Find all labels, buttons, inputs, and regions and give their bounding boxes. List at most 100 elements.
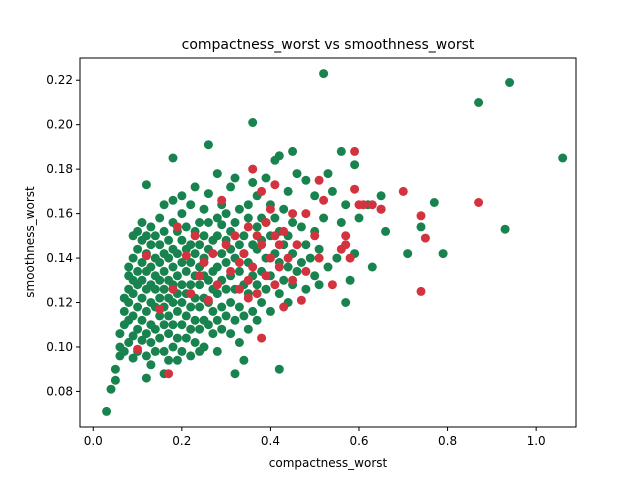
scatter-point [261,173,271,183]
scatter-point [137,258,147,267]
scatter-point [150,284,160,294]
scatter-point [155,213,165,223]
scatter-point [212,346,222,356]
scatter-point [128,311,138,321]
scatter-point [336,146,346,156]
scatter-point [314,253,324,263]
scatter-point [124,262,134,272]
scatter-point [190,338,200,347]
scatter-point [190,315,200,325]
scatter-point [265,204,275,214]
scatter-point [319,195,329,205]
scatter-point [217,220,227,230]
scatter-point [274,151,284,161]
scatter-point [177,258,187,267]
scatter-point [164,311,174,321]
scatter-point [252,280,262,290]
scatter-point [234,240,244,250]
scatter-point [195,302,205,312]
scatter-point [252,222,262,232]
scatter-point [150,324,160,334]
scatter-point [203,275,213,285]
scatter-point [133,266,143,276]
scatter-point [110,375,120,385]
scatter-point [367,200,377,210]
scatter-point [301,240,311,250]
scatter-point [199,231,209,241]
scatter-point [164,369,174,379]
scatter-point [279,302,289,312]
scatter-point [274,364,284,374]
scatter-point [314,175,324,185]
scatter-point [181,222,191,232]
y-tick-label: 0.22 [46,73,73,87]
scatter-point [292,169,302,179]
scatter-point [292,266,302,276]
scatter-point [367,262,377,272]
scatter-point [203,320,213,330]
scatter-point [168,342,178,352]
scatter-point [137,315,147,325]
scatter-point [164,253,174,263]
scatter-point [141,373,151,383]
scatter-point [133,324,143,334]
scatter-point [230,231,240,241]
scatter-point [279,204,289,214]
scatter-point [110,364,120,374]
scatter-point [150,346,160,356]
scatter-point [172,306,182,316]
scatter-point [301,284,311,294]
scatter-point [323,262,333,272]
scatter-point [186,302,196,312]
scatter-point [217,249,227,259]
scatter-point [243,213,253,223]
scatter-point [168,153,178,163]
scatter-point [230,218,240,227]
x-tick-label: 0.6 [349,434,368,448]
scatter-point [212,231,222,241]
scatter-point [146,338,156,347]
scatter-point [270,180,280,190]
y-tick-label: 0.16 [46,207,73,221]
scatter-point [261,284,271,294]
scatter-point [239,311,249,321]
scatter-point [159,266,169,276]
scatter-point [172,222,182,232]
scatter-point [296,295,306,305]
scatter-point [168,262,178,272]
scatter-point [248,118,258,127]
scatter-point [168,320,178,330]
scatter-point [350,184,360,194]
y-axis-ticks: 0.08 0.10 0.12 0.14 0.16 0.18 0.20 0.22 [46,73,80,398]
scatter-point [239,355,249,365]
scatter-point [261,218,271,227]
scatter-point [133,226,143,236]
scatter-point [195,240,205,250]
scatter-point [168,298,178,307]
scatter-point [159,284,169,294]
scatter-point [203,140,213,150]
x-tick-label: 0.0 [84,434,103,448]
scatter-point [195,280,205,290]
scatter-point [128,331,138,341]
scatter-point [376,191,386,201]
scatter-point [155,258,165,267]
scatter-point [203,218,213,227]
x-axis-ticks: 0.0 0.2 0.4 0.6 0.8 1.0 [84,427,546,448]
scatter-point [186,240,196,250]
scatter-point [119,306,129,316]
scatter-point [243,275,253,285]
scatter-point [283,253,293,263]
scatter-point [301,175,311,185]
scatter-point [341,231,351,241]
scatter-point [248,262,258,272]
scatter-point [319,213,329,223]
scatter-point [208,306,218,316]
scatter-point [341,240,351,250]
scatter-point [128,289,138,299]
scatter-point [159,320,169,330]
scatter-point [177,320,187,330]
scatter-point [217,195,227,205]
scatter-point [234,302,244,312]
